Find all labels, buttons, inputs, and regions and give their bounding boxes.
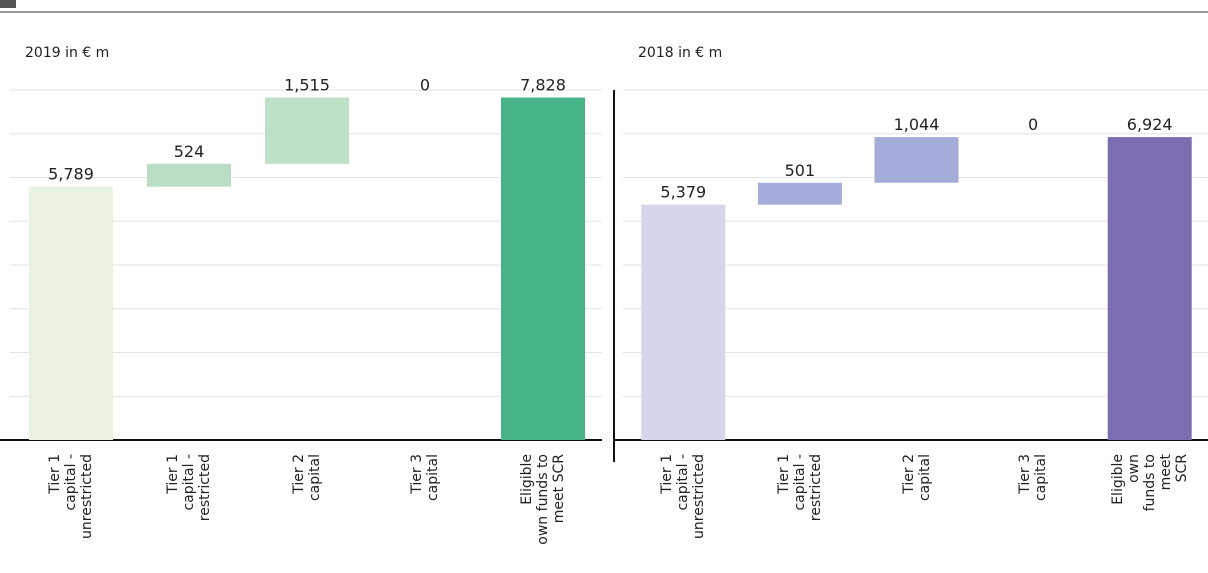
bar — [501, 97, 585, 441]
value-label: 1,515 — [284, 76, 330, 95]
x-tick-label: Tier 3 capital — [409, 454, 441, 502]
bar — [1107, 137, 1192, 440]
x-tick-label: Tier 2 capital — [291, 454, 323, 502]
x-tick-label: Tier 1 capital - restricted — [165, 454, 213, 522]
value-label: 0 — [1028, 115, 1038, 134]
x-tick-label: Eligible own funds to meet SCR — [1109, 454, 1190, 512]
bar — [29, 186, 113, 440]
x-tick-label: Tier 2 capital — [900, 454, 933, 502]
value-label: 501 — [785, 161, 816, 180]
x-tick-label: Tier 1 capital - unrestricted — [659, 454, 708, 539]
bar — [757, 182, 842, 205]
x-tick-label: Eligible own funds to meet SCR — [519, 454, 567, 545]
chart-title: 2019 in € m — [25, 45, 109, 61]
value-label: 524 — [174, 142, 205, 161]
bar — [874, 137, 959, 183]
bar — [641, 204, 726, 440]
x-tick-label: Tier 1 capital - restricted — [775, 454, 824, 522]
header-icon — [0, 0, 16, 8]
bar — [147, 163, 231, 187]
bar — [265, 97, 349, 164]
chart-title: 2018 in € m — [638, 45, 722, 61]
x-tick-label: Tier 3 capital — [1017, 454, 1050, 502]
value-label: 1,044 — [894, 115, 940, 134]
x-tick-label: Tier 1 capital - unrestricted — [47, 454, 95, 539]
value-label: 5,379 — [660, 183, 706, 202]
value-label: 5,789 — [48, 165, 94, 184]
value-label: 6,924 — [1127, 115, 1173, 134]
value-label: 0 — [420, 76, 430, 95]
value-label: 7,828 — [520, 76, 566, 95]
